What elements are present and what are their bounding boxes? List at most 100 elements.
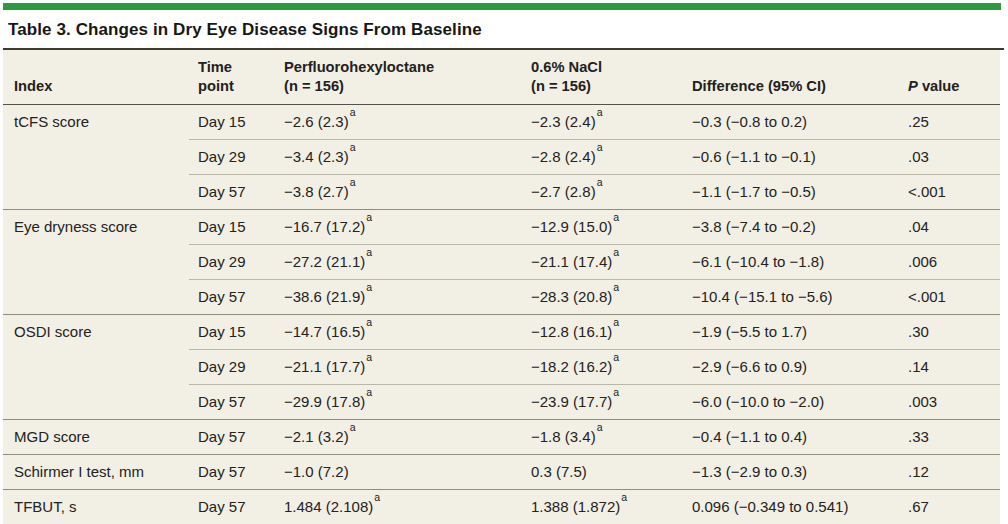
table-row: tCFS score Day 15 −2.6 (2.3)a −2.3 (2.4)… bbox=[3, 104, 1000, 139]
footnote-a-marker: a bbox=[366, 246, 372, 258]
cell-p-value: .12 bbox=[899, 454, 1000, 489]
title-block: Table 3. Changes in Dry Eye Disease Sign… bbox=[3, 10, 1004, 48]
footnote-a-marker: a bbox=[350, 106, 356, 118]
cell-difference: 0.096 (−0.349 to 0.541) bbox=[683, 489, 899, 524]
cell-drug-value: −16.7 (17.2) bbox=[284, 218, 365, 235]
header-row: Index Time point Perfluorohexyloctane (n… bbox=[3, 50, 1000, 104]
cell-nacl-value: −28.3 (20.8) bbox=[531, 288, 612, 305]
cell-time-point: Day 15 bbox=[189, 104, 275, 139]
cell-nacl-value: −1.8 (3.4) bbox=[531, 428, 596, 445]
column-header-p-value-label: P value bbox=[908, 77, 994, 96]
column-header-time-line2: point bbox=[198, 77, 269, 96]
footnote-a-marker: a bbox=[366, 281, 372, 293]
cell-difference: −0.6 (−1.1 to −0.1) bbox=[683, 139, 899, 174]
table-row: Day 29 −27.2 (21.1)a −21.1 (17.4)a −6.1 … bbox=[3, 244, 1000, 279]
footnote-a-marker: a bbox=[350, 141, 356, 153]
cell-perfluorohexyloctane: −27.2 (21.1)a bbox=[275, 244, 522, 279]
footnote-a-marker: a bbox=[597, 421, 603, 433]
cell-drug-value: −1.0 (7.2) bbox=[284, 463, 349, 480]
column-header-drug-line2: (n = 156) bbox=[284, 77, 516, 96]
cell-index: TFBUT, s bbox=[3, 489, 189, 524]
cell-drug-value: −29.9 (17.8) bbox=[284, 393, 365, 410]
column-header-nacl: 0.6% NaCl (n = 156) bbox=[522, 50, 683, 104]
cell-p-value: .30 bbox=[899, 314, 1000, 349]
cell-index bbox=[3, 279, 189, 314]
cell-p-value: .003 bbox=[899, 384, 1000, 419]
footnote-a-marker: a bbox=[350, 421, 356, 433]
cell-p-value: .03 bbox=[899, 139, 1000, 174]
column-header-index: Index bbox=[3, 50, 189, 104]
cell-nacl: −1.8 (3.4)a bbox=[522, 419, 683, 454]
green-accent-bar bbox=[3, 3, 1001, 10]
column-header-index-label: Index bbox=[14, 77, 183, 96]
cell-difference: −1.3 (−2.9 to 0.3) bbox=[683, 454, 899, 489]
cell-nacl-value: −18.2 (16.2) bbox=[531, 358, 612, 375]
cell-difference: −6.1 (−10.4 to −1.8) bbox=[683, 244, 899, 279]
column-header-time-line1: Time bbox=[198, 58, 269, 77]
cell-nacl: −2.3 (2.4)a bbox=[522, 104, 683, 139]
footnote-a-marker: a bbox=[613, 386, 619, 398]
cell-drug-value: −21.1 (17.7) bbox=[284, 358, 365, 375]
cell-perfluorohexyloctane: −2.1 (3.2)a bbox=[275, 419, 522, 454]
table-row: Day 29 −21.1 (17.7)a −18.2 (16.2)a −2.9 … bbox=[3, 349, 1000, 384]
cell-drug-value: −2.6 (2.3) bbox=[284, 113, 349, 130]
cell-time-point: Day 57 bbox=[189, 489, 275, 524]
cell-perfluorohexyloctane: −3.4 (2.3)a bbox=[275, 139, 522, 174]
footnote-a-marker: a bbox=[374, 491, 380, 503]
cell-difference: −0.3 (−0.8 to 0.2) bbox=[683, 104, 899, 139]
table-row: Eye dryness score Day 15 −16.7 (17.2)a −… bbox=[3, 209, 1000, 244]
table-header: Index Time point Perfluorohexyloctane (n… bbox=[3, 50, 1000, 104]
cell-drug-value: −27.2 (21.1) bbox=[284, 253, 365, 270]
cell-index: Eye dryness score bbox=[3, 209, 189, 244]
cell-nacl: −12.9 (15.0)a bbox=[522, 209, 683, 244]
footnote-a-marker: a bbox=[366, 211, 372, 223]
footnote-a-marker: a bbox=[597, 176, 603, 188]
column-header-nacl-line1: 0.6% NaCl bbox=[531, 58, 677, 77]
cell-index bbox=[3, 244, 189, 279]
cell-nacl-value: 1.388 (1.872) bbox=[531, 498, 620, 515]
cell-drug-value: −3.8 (2.7) bbox=[284, 183, 349, 200]
table-row: Day 29 −3.4 (2.3)a −2.8 (2.4)a −0.6 (−1.… bbox=[3, 139, 1000, 174]
cell-nacl: 1.388 (1.872)a bbox=[522, 489, 683, 524]
footnote-a-marker: a bbox=[613, 281, 619, 293]
footnote-a-marker: a bbox=[613, 211, 619, 223]
cell-nacl: −23.9 (17.7)a bbox=[522, 384, 683, 419]
cell-p-value: <.001 bbox=[899, 279, 1000, 314]
table-row: TFBUT, s Day 57 1.484 (2.108)a 1.388 (1.… bbox=[3, 489, 1000, 524]
cell-nacl: −2.8 (2.4)a bbox=[522, 139, 683, 174]
cell-drug-value: −38.6 (21.9) bbox=[284, 288, 365, 305]
footnote-a-marker: a bbox=[597, 141, 603, 153]
cell-perfluorohexyloctane: 1.484 (2.108)a bbox=[275, 489, 522, 524]
cell-nacl: −21.1 (17.4)a bbox=[522, 244, 683, 279]
page: Table 3. Changes in Dry Eye Disease Sign… bbox=[0, 0, 1008, 524]
footnote-a-marker: a bbox=[613, 246, 619, 258]
table-row: Day 57 −29.9 (17.8)a −23.9 (17.7)a −6.0 … bbox=[3, 384, 1000, 419]
table-body: tCFS score Day 15 −2.6 (2.3)a −2.3 (2.4)… bbox=[3, 104, 1000, 524]
p-rest: value bbox=[922, 78, 960, 94]
cell-time-point: Day 57 bbox=[189, 454, 275, 489]
cell-nacl: 0.3 (7.5) bbox=[522, 454, 683, 489]
cell-difference: −1.1 (−1.7 to −0.5) bbox=[683, 174, 899, 209]
cell-drug-value: −3.4 (2.3) bbox=[284, 148, 349, 165]
cell-difference: −3.8 (−7.4 to −0.2) bbox=[683, 209, 899, 244]
cell-nacl-value: 0.3 (7.5) bbox=[531, 463, 587, 480]
cell-perfluorohexyloctane: −29.9 (17.8)a bbox=[275, 384, 522, 419]
cell-nacl: −2.7 (2.8)a bbox=[522, 174, 683, 209]
cell-index: Schirmer I test, mm bbox=[3, 454, 189, 489]
cell-p-value: .14 bbox=[899, 349, 1000, 384]
cell-index bbox=[3, 139, 189, 174]
column-header-perfluorohexyloctane: Perfluorohexyloctane (n = 156) bbox=[275, 50, 522, 104]
cell-index bbox=[3, 384, 189, 419]
column-header-p-value: P value bbox=[899, 50, 1000, 104]
table-row: MGD score Day 57 −2.1 (3.2)a −1.8 (3.4)a… bbox=[3, 419, 1000, 454]
cell-time-point: Day 29 bbox=[189, 244, 275, 279]
cell-time-point: Day 57 bbox=[189, 419, 275, 454]
cell-time-point: Day 29 bbox=[189, 139, 275, 174]
cell-perfluorohexyloctane: −14.7 (16.5)a bbox=[275, 314, 522, 349]
footnote-a-marker: a bbox=[350, 176, 356, 188]
column-header-time-point: Time point bbox=[189, 50, 275, 104]
cell-p-value: <.001 bbox=[899, 174, 1000, 209]
cell-perfluorohexyloctane: −21.1 (17.7)a bbox=[275, 349, 522, 384]
cell-nacl: −12.8 (16.1)a bbox=[522, 314, 683, 349]
footnote-a-marker: a bbox=[366, 351, 372, 363]
